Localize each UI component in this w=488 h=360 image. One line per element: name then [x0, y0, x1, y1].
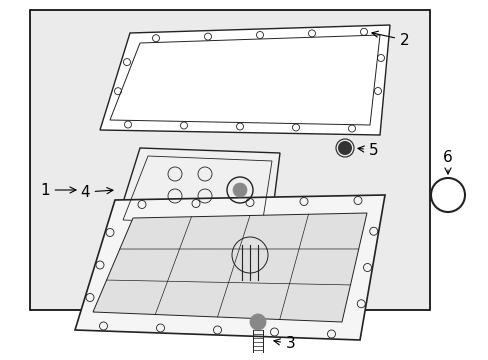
Circle shape [432, 180, 462, 210]
Text: 5: 5 [357, 143, 378, 158]
Polygon shape [75, 195, 384, 340]
Polygon shape [164, 233, 209, 253]
Bar [30, 10, 429, 310]
Text: 6: 6 [442, 149, 452, 174]
Circle shape [337, 141, 351, 155]
Circle shape [232, 183, 246, 197]
Text: 4: 4 [80, 185, 113, 199]
Text: 2: 2 [371, 31, 409, 48]
Polygon shape [100, 25, 389, 135]
Polygon shape [93, 213, 366, 322]
Bar [30, 10, 429, 310]
Text: 1: 1 [40, 183, 76, 198]
Text: 3: 3 [273, 337, 295, 351]
Polygon shape [115, 148, 280, 233]
Circle shape [249, 314, 265, 330]
